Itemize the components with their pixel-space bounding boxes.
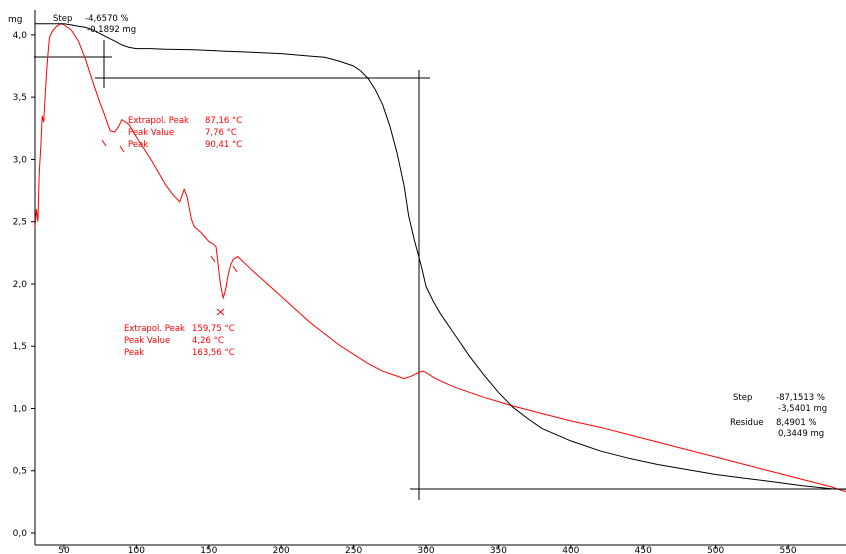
x-tick-label: 250 (345, 546, 362, 554)
y-tick-label: 3,5 (13, 93, 27, 103)
x-tick-label: 450 (635, 546, 652, 554)
x-tick-label: 500 (707, 546, 724, 554)
annotation-peak-2-line-2: Peak Value (124, 336, 170, 346)
annotation-peak-1-value-3: 90,41 °C (205, 140, 242, 150)
annotation-peak-1-line-2: Peak Value (128, 128, 174, 138)
annotation-step-1: Step -4,6570 % -0,1892 mg (53, 14, 136, 35)
annotation-peak-1-value-1: 87,16 °C (205, 116, 242, 126)
y-tick-label: 2,5 (13, 218, 27, 228)
annotation-peak-1-value-2: 7,76 °C (205, 128, 237, 138)
x-tick-label: 100 (128, 546, 145, 554)
annotation-peak-2-value-3: 163,56 °C (192, 348, 235, 358)
y-tick-label: 3,0 (13, 155, 28, 165)
step-marker-1 (34, 40, 430, 88)
annotation-step-1-value-1: -4,6570 % (85, 14, 129, 24)
y-tick-label: 0,0 (13, 529, 28, 539)
step-marker-2 (410, 70, 846, 500)
y-tick-label: 1,0 (13, 404, 28, 414)
annotation-peak-2: Extrapol. Peak Peak Value Peak 159,75 °C… (124, 324, 235, 358)
annotation-step-1-label: Step (53, 14, 72, 24)
y-ticks: 0,0 0,5 1,0 1,5 2,0 2,5 3,0 3,5 4,0 (13, 31, 35, 539)
annotation-step-1-value-2: -0,1892 mg (87, 25, 136, 35)
annotation-residue-value-1: 8,4901 % (776, 418, 817, 428)
annotation-residue-value-2: 0,3449 mg (778, 429, 824, 439)
annotation-peak-1-line-1: Extrapol. Peak (128, 116, 189, 126)
peak-markers (101, 139, 238, 316)
x-tick-label: 300 (417, 546, 434, 554)
annotation-step-2-value-1: -87,1513 % (776, 393, 825, 403)
series-black-tga (35, 23, 846, 490)
x-tick-label: 150 (200, 546, 217, 554)
x-tick-label: 200 (273, 546, 290, 554)
series-red-dsc (34, 23, 846, 493)
x-tick-label: 550 (779, 546, 796, 554)
x-tick-label: 400 (562, 546, 579, 554)
annotation-peak-1-line-3: Peak (128, 140, 148, 150)
annotation-peak-2-value-2: 4,26 °C (192, 336, 224, 346)
x-ticks: 50 100 150 200 250 300 350 400 450 500 550 (58, 545, 797, 554)
y-tick-label: 1,5 (13, 342, 27, 352)
y-tick-label: 0,5 (13, 467, 27, 477)
annotation-peak-2-line-3: Peak (124, 348, 144, 358)
annotation-step-2-value-2: -3,5401 mg (778, 404, 827, 414)
annotation-peak-1: Extrapol. Peak Peak Value Peak 87,16 °C … (128, 116, 242, 150)
x-tick-label: 350 (490, 546, 507, 554)
y-tick-label: 4,0 (13, 31, 28, 41)
y-tick-label: 2,0 (13, 280, 28, 290)
annotation-peak-2-value-1: 159,75 °C (192, 324, 235, 334)
x-tick-label: 50 (58, 546, 70, 554)
annotation-step-2-label: Step (733, 393, 752, 403)
annotation-step-2: Step -87,1513 % -3,5401 mg Residue 8,490… (730, 393, 827, 439)
annotation-residue-label: Residue (730, 418, 764, 428)
annotation-peak-2-line-1: Extrapol. Peak (124, 324, 185, 334)
y-axis-unit: mg (8, 15, 22, 25)
